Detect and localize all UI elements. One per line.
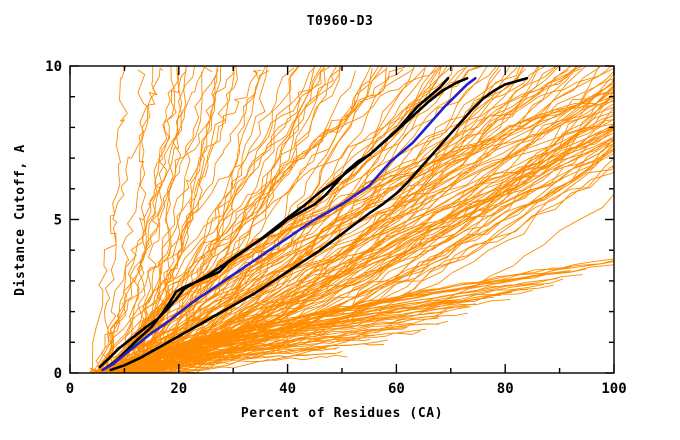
black-curve-middle: [104, 76, 469, 370]
background-curve: [125, 320, 449, 373]
background-curve: [117, 66, 613, 373]
x-axis-ticks: [69, 66, 615, 373]
background-curve: [139, 94, 614, 371]
background-curve: [131, 66, 442, 373]
background-curve: [121, 339, 388, 373]
background-curve: [112, 66, 176, 372]
x-tick-label: 40: [279, 381, 296, 397]
background-curves-group: [88, 66, 614, 373]
background-curve: [144, 69, 260, 373]
x-tick-label: 0: [66, 381, 74, 397]
background-curve: [121, 289, 533, 373]
background-curve: [111, 66, 449, 373]
background-curve: [118, 66, 300, 373]
x-tick-label: 80: [497, 381, 514, 397]
reference-curve-group: [101, 76, 477, 372]
x-tick-label: 20: [170, 381, 187, 397]
background-curve: [103, 78, 614, 372]
y-tick-label: 5: [54, 213, 62, 229]
x-axis-title: Percent of Residues (CA): [241, 406, 443, 421]
background-curve: [97, 66, 218, 372]
background-curve: [149, 193, 614, 373]
background-curve: [126, 67, 325, 373]
x-axis-tick-labels: 0 20 40 60 80 100: [66, 381, 627, 397]
background-curve: [131, 67, 466, 373]
background-curve: [112, 66, 406, 373]
background-curve: [103, 66, 156, 373]
background-curve: [115, 284, 554, 373]
background-curve: [136, 66, 384, 373]
background-curve: [100, 267, 571, 373]
background-curve: [96, 67, 295, 373]
y-axis-ticks: [70, 65, 614, 374]
background-curve: [116, 147, 614, 373]
background-curve: [111, 283, 544, 373]
background-curve: [140, 66, 180, 373]
background-curve: [125, 69, 438, 373]
background-curve: [145, 66, 235, 371]
background-curve: [106, 139, 614, 372]
background-curve: [132, 66, 511, 373]
blue-reference-curve: [101, 76, 477, 372]
black-curve-right: [109, 76, 529, 372]
y-tick-label: 0: [54, 366, 62, 382]
y-axis-tick-labels: 0 5 10: [45, 59, 62, 382]
x-tick-label: 100: [601, 381, 626, 397]
background-curve: [137, 66, 238, 373]
background-curve: [137, 66, 479, 371]
highlighted-curves-group: [98, 76, 529, 372]
background-curve: [92, 67, 164, 370]
background-curve: [137, 69, 148, 373]
background-curve: [94, 66, 330, 370]
background-curve: [133, 70, 270, 372]
background-curve: [120, 278, 564, 373]
background-curve: [101, 66, 128, 373]
page-title: T0960-D3: [306, 14, 374, 29]
y-tick-label: 10: [45, 59, 62, 75]
background-curve: [106, 66, 235, 373]
background-curve: [110, 258, 613, 373]
background-curve: [117, 354, 348, 373]
y-axis-title: Distance Cutoff, A: [13, 144, 28, 296]
x-tick-label: 60: [388, 381, 405, 397]
